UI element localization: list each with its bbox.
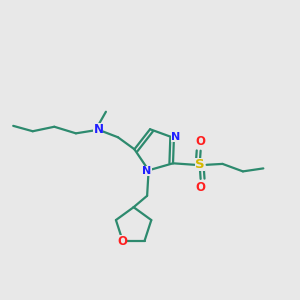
Text: N: N xyxy=(93,123,103,136)
Text: O: O xyxy=(196,135,206,148)
Text: O: O xyxy=(117,235,127,248)
Text: S: S xyxy=(195,158,205,171)
Text: O: O xyxy=(196,182,206,194)
Text: N: N xyxy=(171,132,180,142)
Text: N: N xyxy=(142,166,152,176)
